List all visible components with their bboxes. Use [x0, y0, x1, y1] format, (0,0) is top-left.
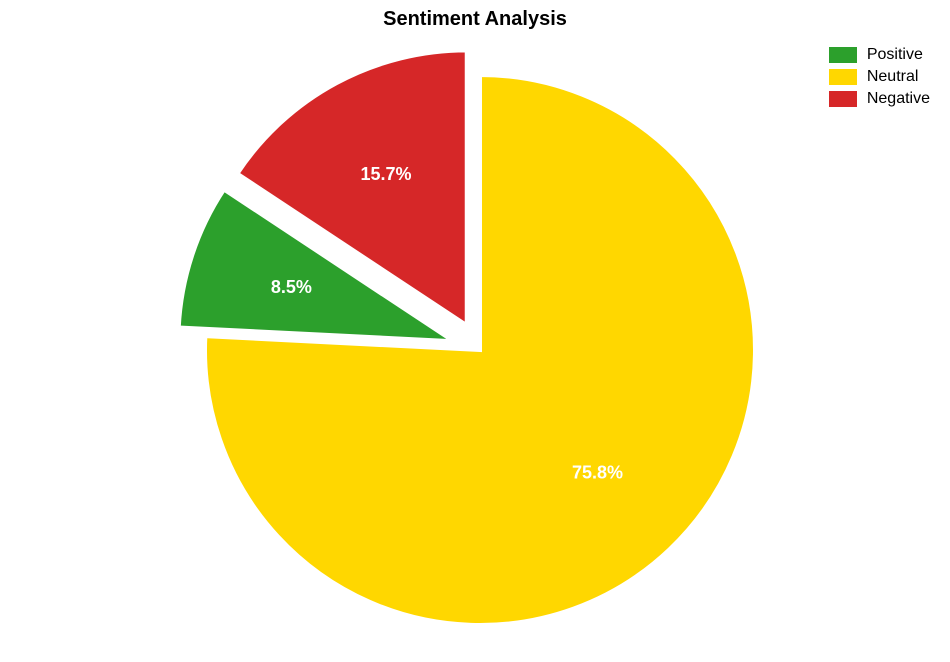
slice-label-neutral: 75.8%	[572, 462, 623, 482]
slice-label-positive: 8.5%	[271, 277, 312, 297]
legend-item-negative: Negative	[829, 90, 930, 108]
slice-label-negative: 15.7%	[360, 164, 411, 184]
legend-swatch-neutral	[829, 69, 857, 85]
legend-label-positive: Positive	[867, 46, 923, 64]
legend-item-neutral: Neutral	[829, 68, 930, 86]
legend-swatch-negative	[829, 91, 857, 107]
legend-label-negative: Negative	[867, 90, 930, 108]
legend-item-positive: Positive	[829, 46, 930, 64]
legend-label-neutral: Neutral	[867, 68, 919, 86]
pie-chart: 15.7% 8.5% 75.8%	[0, 0, 950, 662]
legend-swatch-positive	[829, 47, 857, 63]
legend: Positive Neutral Negative	[829, 46, 930, 112]
